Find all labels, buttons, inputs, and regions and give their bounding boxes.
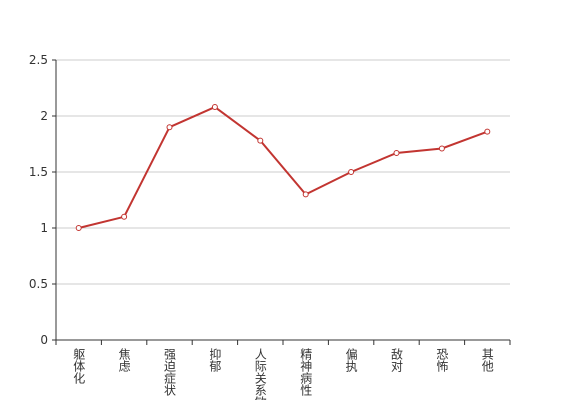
x-tick-label: 偏执	[344, 347, 358, 373]
x-tick-label: 精神病性	[299, 348, 313, 397]
x-tick-label: 抑郁	[208, 347, 222, 373]
point	[257, 137, 264, 144]
y-tick-label: 1	[40, 221, 48, 235]
x-tick-label: 人际关系敏感	[253, 348, 267, 400]
point	[484, 128, 491, 135]
x-tick-label: 其他	[480, 348, 494, 372]
x-tick-label: 敌对	[390, 347, 404, 372]
line	[78, 105, 488, 229]
point	[75, 225, 82, 231]
y-tick-label: 2	[40, 109, 48, 123]
point	[302, 191, 309, 198]
point	[121, 213, 128, 220]
y-tick-label: 2.5	[29, 53, 48, 67]
x-tick-label: 焦虑	[117, 348, 131, 372]
x-tick-label: 恐怖	[435, 348, 449, 372]
point	[438, 145, 445, 152]
x-tick-label: 躯体化	[72, 347, 86, 385]
y-tick-label: 1.5	[29, 165, 48, 179]
y-tick-label: 0	[40, 333, 48, 347]
x-tick-label: 强迫症状	[163, 348, 177, 396]
point	[393, 149, 400, 156]
point	[211, 104, 218, 111]
point	[166, 124, 173, 131]
point	[348, 169, 355, 175]
y-tick-label: 0.5	[29, 277, 48, 291]
